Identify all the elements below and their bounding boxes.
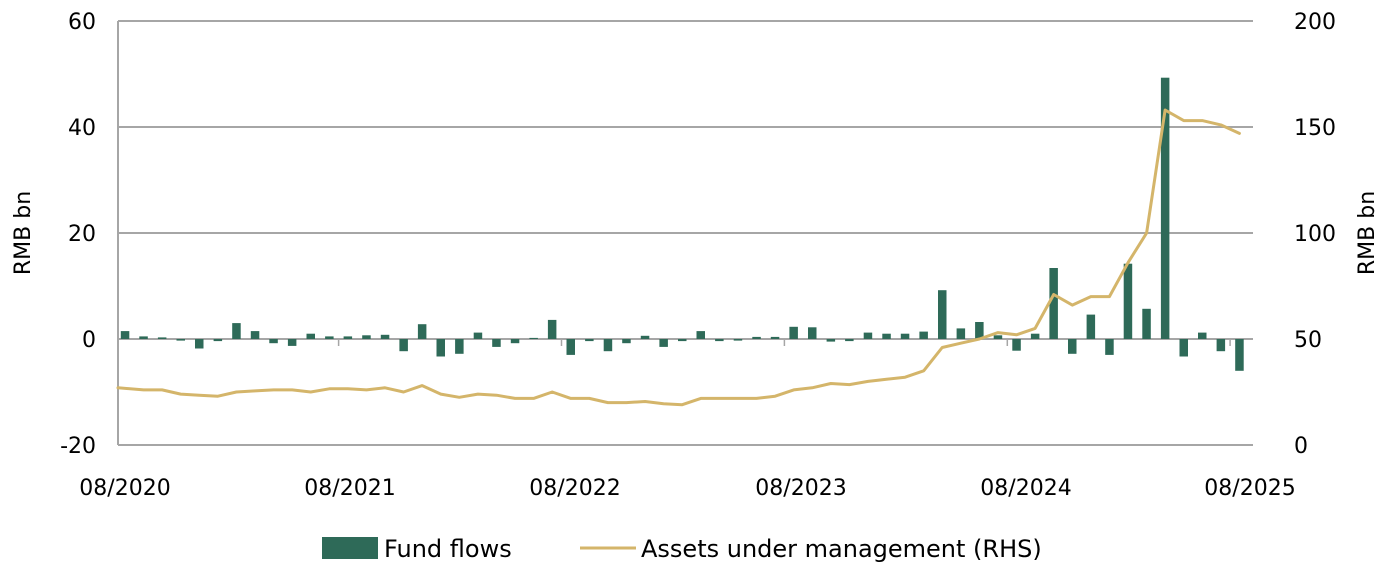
- bar-fund-flow: [603, 339, 613, 352]
- x-tick-2025: 08/2025: [1204, 476, 1295, 501]
- bar-fund-flow: [436, 339, 445, 357]
- y-tick-0: 0: [82, 328, 96, 353]
- bar-fund-flow: [1198, 332, 1207, 339]
- bar-fund-flow: [622, 339, 631, 344]
- bar-fund-flow: [1086, 314, 1096, 339]
- bar-fund-flow: [195, 339, 204, 349]
- bar-fund-flow: [417, 324, 427, 339]
- bar-fund-flow: [882, 333, 891, 339]
- left-axis-ticks: 60 40 20 0 -20: [60, 10, 96, 459]
- bar-fund-flow: [343, 336, 353, 339]
- bar-fund-flow: [213, 339, 223, 342]
- x-tick-2021: 08/2021: [304, 476, 395, 501]
- legend: Fund flows Assets under management (RHS): [322, 535, 1042, 563]
- y-tick-minus-20: -20: [60, 434, 96, 459]
- y2-tick-50: 50: [1294, 328, 1322, 353]
- bar-fund-flow: [863, 332, 873, 339]
- bar-fund-flow: [752, 336, 761, 339]
- y-tick-20: 20: [68, 222, 96, 247]
- bar-fund-flow: [789, 326, 798, 339]
- bar-fund-flow: [919, 331, 928, 339]
- y2-tick-200: 200: [1294, 10, 1336, 35]
- bar-fund-flow: [678, 339, 687, 342]
- bar-fund-flow: [1012, 339, 1021, 351]
- gridlines: [118, 20, 1253, 446]
- legend-label-aum: Assets under management (RHS): [641, 535, 1042, 563]
- bar-fund-flow: [696, 331, 705, 339]
- legend-swatch-fund-flows: [322, 537, 378, 559]
- bar-fund-flow: [269, 339, 278, 344]
- bar-fund-flow: [659, 339, 668, 347]
- right-axis-ticks: 200 150 100 50 0: [1294, 10, 1336, 459]
- bar-fund-flow: [993, 335, 1003, 339]
- x-tick-2023: 08/2023: [755, 476, 846, 501]
- x-tick-2024: 08/2024: [980, 476, 1071, 501]
- bar-fund-flow: [510, 339, 520, 344]
- bar-fund-flow: [956, 328, 966, 339]
- y2-axis-title: RMB bn: [1355, 191, 1380, 275]
- bar-fund-flow: [770, 336, 780, 339]
- bar-fund-flow: [306, 333, 315, 339]
- x-minor-ticks: [337, 339, 1231, 346]
- bar-fund-flow: [566, 339, 575, 355]
- bar-fund-flow: [1160, 77, 1170, 339]
- bar-fund-flow: [473, 332, 483, 339]
- bar-fund-flow: [845, 339, 854, 342]
- bar-fund-flow: [938, 290, 947, 339]
- legend-label-fund-flows: Fund flows: [384, 535, 512, 563]
- x-tick-2020: 08/2020: [79, 476, 170, 501]
- bar-fund-flow: [1030, 333, 1040, 339]
- aum-line: [116, 108, 1241, 407]
- bar-fund-flow: [380, 334, 390, 339]
- bar-fund-flow: [287, 339, 297, 346]
- bar-fund-flow: [975, 322, 984, 339]
- y-axis-title: RMB bn: [11, 191, 36, 275]
- y2-tick-0: 0: [1294, 434, 1308, 459]
- bar-fund-flow: [232, 323, 241, 339]
- bar-fund-flow: [1105, 339, 1114, 355]
- y2-tick-150: 150: [1294, 116, 1336, 141]
- bar-fund-flow: [826, 339, 836, 342]
- y-tick-40: 40: [68, 116, 96, 141]
- bar-fund-flow: [325, 336, 334, 339]
- bar-fund-flow: [547, 319, 557, 339]
- bar-fund-flow: [139, 336, 148, 339]
- bar-fund-flow: [1235, 339, 1244, 371]
- bar-fund-flow: [120, 331, 130, 339]
- bar-fund-flow: [715, 339, 724, 342]
- bar-fund-flow: [585, 339, 594, 342]
- bar-fund-flow: [1142, 308, 1151, 339]
- fund-flow-bars: [120, 77, 1244, 371]
- bar-fund-flow: [492, 339, 501, 347]
- y2-tick-100: 100: [1294, 222, 1336, 247]
- bar-fund-flow: [808, 327, 817, 339]
- bar-fund-flow: [1123, 263, 1133, 339]
- bar-fund-flow: [176, 339, 185, 341]
- x-tick-2022: 08/2022: [529, 476, 620, 501]
- bar-fund-flow: [362, 335, 371, 339]
- bar-fund-flow: [1068, 339, 1077, 354]
- bar-fund-flow: [1216, 339, 1226, 352]
- bar-fund-flow: [455, 339, 464, 354]
- bar-fund-flow: [900, 333, 910, 339]
- bar-fund-flow: [640, 335, 650, 339]
- x-axis-ticks: 08/2020 08/2021 08/2022 08/2023 08/2024 …: [79, 476, 1295, 501]
- bar-fund-flow: [733, 339, 743, 341]
- bar-fund-flow: [1179, 339, 1188, 357]
- bar-fund-flow: [529, 337, 538, 339]
- bar-fund-flow: [250, 331, 260, 339]
- bar-fund-flow: [157, 337, 167, 339]
- bar-fund-flow: [399, 339, 408, 352]
- bar-fund-flow: [1049, 268, 1058, 339]
- y-tick-60: 60: [68, 10, 96, 35]
